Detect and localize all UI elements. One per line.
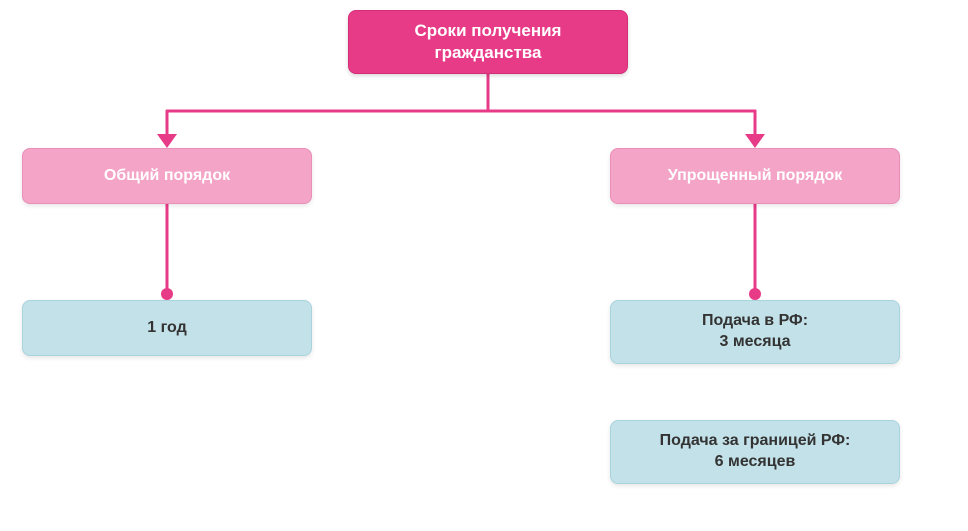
root-node: Сроки получениягражданства xyxy=(348,10,628,74)
mid-node-left: Общий порядок xyxy=(22,148,312,204)
mid-node-right: Упрощенный порядок xyxy=(610,148,900,204)
leaf-node-1: 1 год xyxy=(22,300,312,356)
leaf-node-2: Подача в РФ:3 месяца xyxy=(610,300,900,364)
leaf-node-3: Подача за границей РФ:6 месяцев xyxy=(610,420,900,484)
